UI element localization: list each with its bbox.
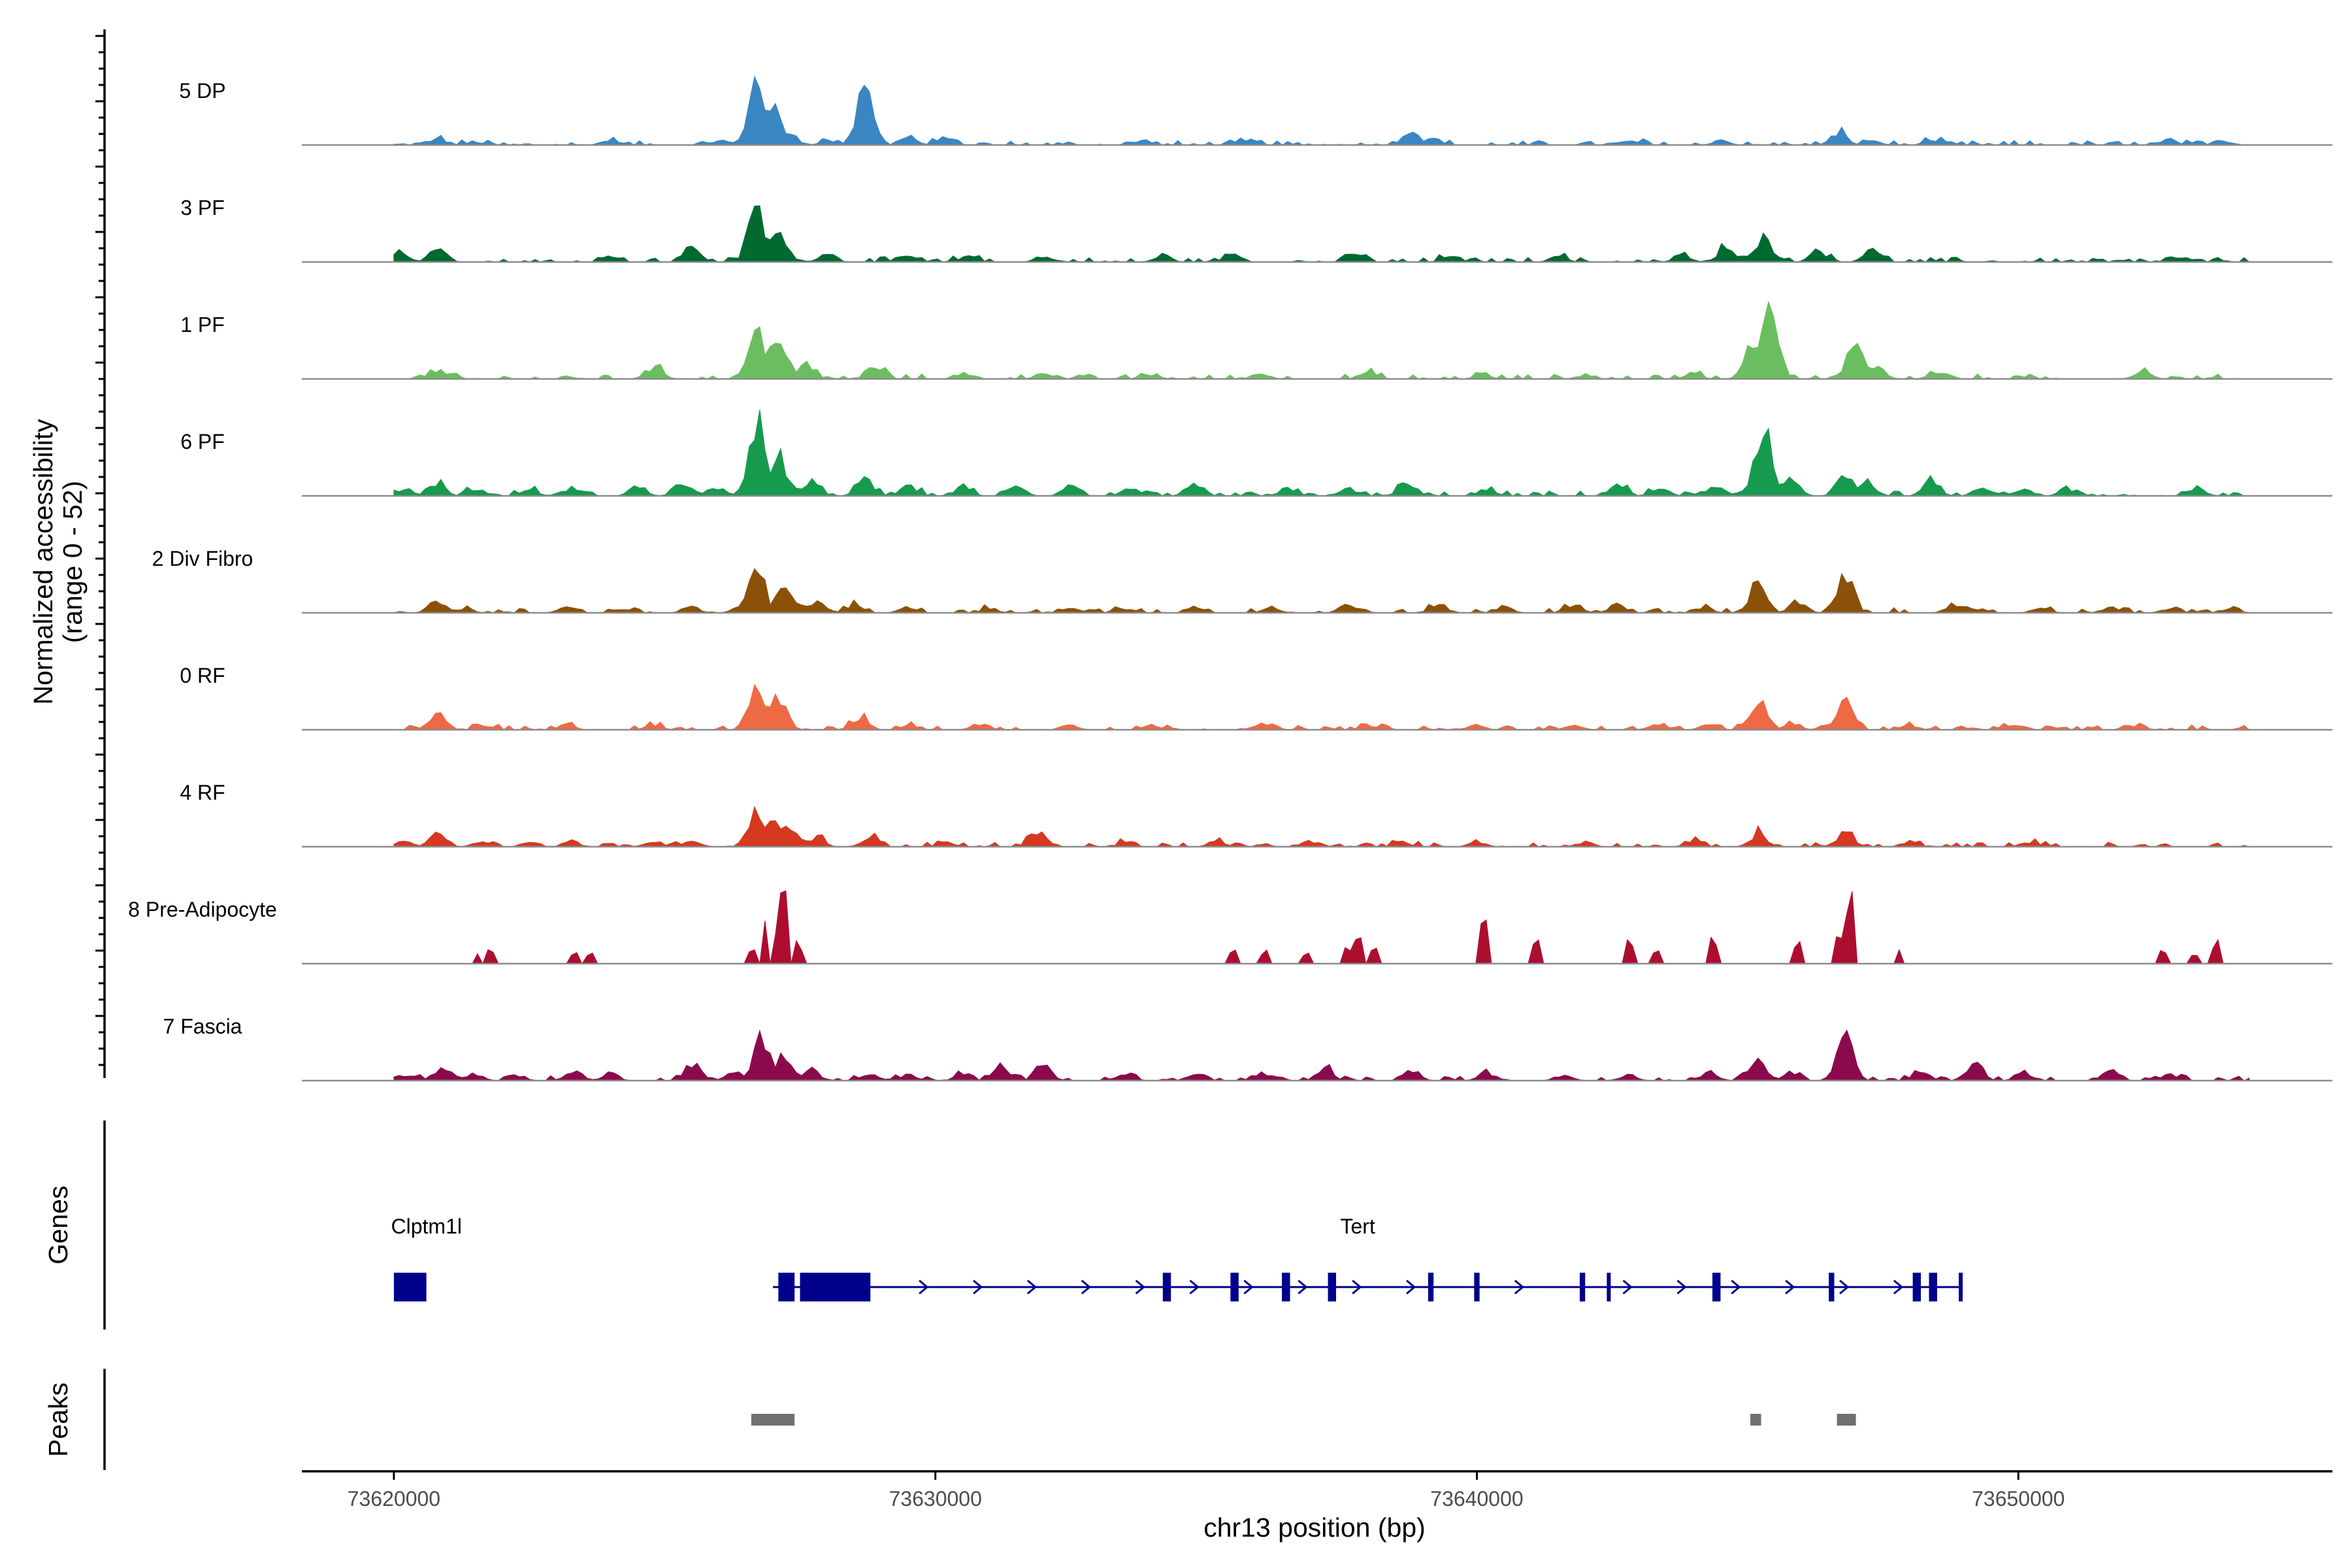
y-axis-ticks bbox=[95, 35, 105, 1066]
track-2-div-fibro bbox=[302, 568, 2332, 614]
peak-region bbox=[1837, 1414, 1856, 1426]
peak-region bbox=[1750, 1414, 1761, 1426]
track-1-pf bbox=[302, 301, 2332, 380]
gene-clptm1l: Clptm1l bbox=[391, 1215, 462, 1301]
strand-arrow bbox=[919, 1279, 929, 1295]
x-tick-label: 73620000 bbox=[348, 1487, 440, 1511]
y-axis-title-line2: (range 0 - 52) bbox=[57, 481, 88, 643]
track-labels: 5 DP 3 PF 1 PF 6 PF 2 Div Fibro 0 RF 4 RF 8 Pre… bbox=[128, 79, 277, 1038]
exon-tert bbox=[778, 1273, 795, 1301]
coverage-area-1-pf bbox=[393, 301, 2249, 380]
strand-arrow bbox=[1352, 1279, 1362, 1295]
x-tick-label: 73630000 bbox=[889, 1487, 982, 1511]
strand-arrow bbox=[1189, 1279, 1200, 1295]
x-tick-label: 73650000 bbox=[1972, 1487, 2065, 1511]
coverage-area-8-pre-adipocyte bbox=[393, 890, 2249, 965]
exon-tert bbox=[1959, 1273, 1963, 1301]
strand-arrow bbox=[1026, 1279, 1037, 1295]
strand-arrow bbox=[1893, 1279, 1904, 1295]
y-axis-title-line1: Normalized accessibility bbox=[28, 419, 58, 705]
genes-track: Clptm1l Tert bbox=[391, 1215, 1963, 1301]
gene-label-tert: Tert bbox=[1340, 1215, 1375, 1238]
exon-tert bbox=[1829, 1273, 1835, 1301]
coverage-area-6-pf bbox=[393, 410, 2249, 497]
coverage-area-2-div-fibro bbox=[393, 568, 2250, 613]
strand-arrow bbox=[1298, 1279, 1308, 1295]
coverage-area-3-pf bbox=[393, 205, 2251, 263]
exon-tert bbox=[1230, 1273, 1239, 1301]
strand-arrow bbox=[1514, 1279, 1525, 1295]
coverage-area-4-rf bbox=[393, 806, 2250, 847]
strand-arrow bbox=[1676, 1279, 1687, 1295]
strand-arrow bbox=[1081, 1279, 1092, 1295]
exon-tert bbox=[1328, 1273, 1337, 1301]
coverage-area-5-dp bbox=[393, 75, 2250, 146]
strand-arrow bbox=[1839, 1279, 1850, 1295]
track-3-pf bbox=[302, 205, 2332, 263]
track-label-6-pf: 6 PF bbox=[180, 430, 225, 453]
track-7-fascia bbox=[302, 1029, 2332, 1082]
track-label-7-fascia: 7 Fascia bbox=[163, 1015, 242, 1038]
strand-arrow bbox=[1622, 1279, 1633, 1295]
strand-arrow bbox=[1785, 1279, 1795, 1295]
track-label-8-pre-adipocyte: 8 Pre-Adipocyte bbox=[128, 898, 277, 921]
exon-tert bbox=[1579, 1273, 1586, 1301]
genes-panel-title: Genes bbox=[43, 1186, 73, 1265]
track-label-3-pf: 3 PF bbox=[180, 196, 225, 220]
strand-arrow bbox=[1406, 1279, 1416, 1295]
exon-tert bbox=[1162, 1273, 1171, 1301]
exon-clptm1l bbox=[393, 1273, 427, 1301]
gene-label-clptm1l: Clptm1l bbox=[391, 1215, 462, 1238]
track-8-pre-adipocyte bbox=[302, 890, 2332, 965]
exon-tert bbox=[1474, 1273, 1480, 1301]
x-axis-ticks: 73620000 73630000 73640000 73650000 bbox=[348, 1471, 2065, 1511]
peak-region bbox=[751, 1414, 795, 1426]
peaks-track bbox=[751, 1414, 1856, 1426]
track-label-5-dp: 5 DP bbox=[179, 79, 225, 103]
track-6-pf bbox=[302, 410, 2332, 497]
x-axis-title: chr13 position (bp) bbox=[1203, 1512, 1426, 1543]
track-5-dp bbox=[302, 75, 2332, 146]
exon-tert bbox=[1607, 1273, 1611, 1301]
strand-arrow bbox=[1731, 1279, 1741, 1295]
strand-arrow bbox=[1243, 1279, 1254, 1295]
track-label-1-pf: 1 PF bbox=[180, 313, 225, 336]
peaks-panel-title: Peaks bbox=[43, 1382, 73, 1457]
track-label-0-rf: 0 RF bbox=[180, 664, 225, 687]
exon-tert bbox=[1282, 1273, 1290, 1301]
exon-tert bbox=[1929, 1273, 1937, 1301]
exon-tert bbox=[800, 1273, 871, 1301]
x-tick-label: 73640000 bbox=[1430, 1487, 1523, 1511]
coverage-tracks bbox=[302, 75, 2332, 1082]
track-0-rf bbox=[302, 683, 2332, 731]
coverage-area-0-rf bbox=[393, 683, 2251, 730]
track-label-2-div-fibro: 2 Div Fibro bbox=[152, 547, 253, 570]
strand-arrow bbox=[1135, 1279, 1145, 1295]
coverage-area-7-fascia bbox=[393, 1029, 2250, 1081]
track-4-rf bbox=[302, 806, 2332, 848]
exon-tert bbox=[1912, 1273, 1921, 1301]
gene-tert: Tert bbox=[773, 1215, 1963, 1301]
exon-tert bbox=[1712, 1273, 1721, 1301]
exon-tert bbox=[1428, 1273, 1434, 1301]
strand-arrow bbox=[973, 1279, 983, 1295]
track-label-4-rf: 4 RF bbox=[180, 781, 225, 804]
